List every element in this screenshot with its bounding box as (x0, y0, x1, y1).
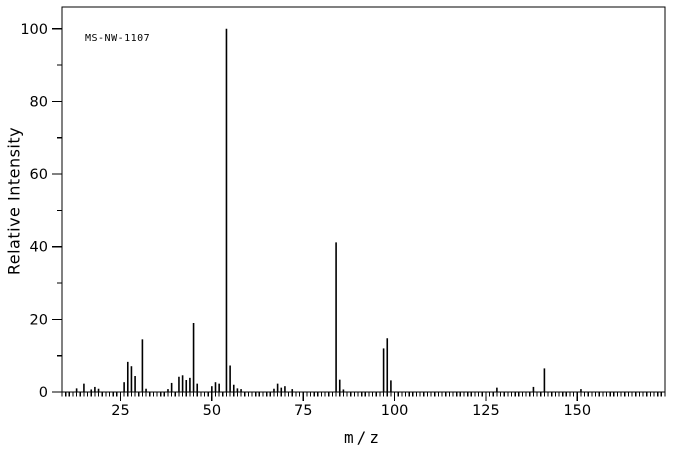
y-tick-label-80: 80 (30, 94, 48, 110)
x-tick-label-125: 125 (472, 403, 500, 419)
y-tick-label-20: 20 (30, 312, 48, 328)
y-tick-label-40: 40 (30, 240, 48, 256)
y-tick-label-100: 100 (20, 22, 48, 38)
x-tick-label-50: 50 (203, 403, 221, 419)
y-tick-label-60: 60 (30, 167, 48, 183)
x-tick-label-150: 150 (563, 403, 591, 419)
x-tick-label-100: 100 (381, 403, 409, 419)
x-axis-title: m/z (344, 428, 382, 447)
x-tick-label-75: 75 (294, 403, 312, 419)
y-axis-title: Relative Intensity (4, 126, 24, 276)
x-tick-label-25: 25 (111, 403, 129, 419)
spectrum-id-label: MS-NW-1107 (85, 33, 151, 44)
y-tick-label-0: 0 (39, 385, 48, 401)
plot-border (61, 6, 666, 393)
